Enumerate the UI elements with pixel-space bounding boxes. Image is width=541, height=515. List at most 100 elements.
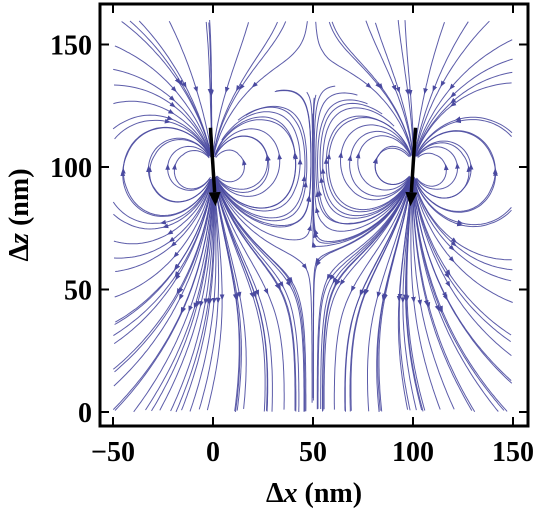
streamline-arrow xyxy=(456,221,464,227)
streamline-arrow xyxy=(181,81,187,89)
streamline-arrow xyxy=(249,291,254,299)
streamline xyxy=(333,177,412,410)
streamline-arrow xyxy=(177,79,184,87)
streamline-arrow xyxy=(363,289,369,296)
axis-ticks: −50 0 50 100 150 0 50 100 150 xyxy=(50,4,534,468)
streamline-arrow xyxy=(444,272,450,279)
x-tick-label: 0 xyxy=(206,437,220,468)
streamline xyxy=(214,91,314,241)
streamline-arrow xyxy=(329,274,335,281)
streamline-arrow xyxy=(167,109,175,115)
streamline-arrow xyxy=(162,223,169,229)
streamline-arrow xyxy=(450,101,457,107)
streamline-arrow xyxy=(195,300,201,308)
streamline xyxy=(320,178,412,409)
streamline-arrow xyxy=(391,84,397,92)
streamline xyxy=(376,178,413,413)
streamline xyxy=(138,20,212,155)
streamline xyxy=(344,178,412,411)
streamline xyxy=(149,138,211,203)
streamline xyxy=(312,97,412,244)
streamline-arrow xyxy=(193,302,199,309)
streamline xyxy=(322,179,412,412)
dipole-arrowhead xyxy=(405,191,418,207)
streamline xyxy=(413,178,513,303)
streamline xyxy=(415,142,470,199)
streamline-arrow xyxy=(315,257,321,265)
streamline xyxy=(214,177,297,412)
streamline-arrow xyxy=(166,115,174,121)
y-tick-label: 150 xyxy=(50,31,92,62)
streamline xyxy=(397,179,413,410)
streamline xyxy=(339,124,412,201)
streamline-arrow xyxy=(375,82,381,89)
streamline xyxy=(412,178,513,384)
streamline xyxy=(112,179,212,224)
x-tick-label: 150 xyxy=(492,437,534,468)
streamline xyxy=(213,21,278,156)
streamline-arrow xyxy=(236,85,242,92)
streamline-arrow xyxy=(454,116,462,122)
streamline-arrow xyxy=(376,291,382,298)
streamline xyxy=(181,177,215,411)
streamline xyxy=(322,107,410,217)
streamline-arrow xyxy=(438,305,443,312)
streamline-arrow xyxy=(405,89,410,96)
streamline xyxy=(404,20,414,157)
streamline-arrow xyxy=(326,273,332,281)
streamline-arrow xyxy=(174,263,181,271)
streamline-arrow xyxy=(199,300,204,308)
y-axis-title-suffix: (nm) xyxy=(4,168,35,233)
streamline-arrow xyxy=(181,306,187,314)
streamline xyxy=(414,21,469,155)
streamline-arrow xyxy=(311,241,317,248)
streamline-arrow xyxy=(454,118,462,124)
streamline-arrow xyxy=(450,91,457,98)
streamline-arrow xyxy=(306,195,312,203)
streamline-arrow xyxy=(332,277,338,284)
streamline-arrow xyxy=(417,299,423,306)
streamline-arrow xyxy=(372,157,378,164)
streamline xyxy=(357,135,412,191)
streamline xyxy=(402,179,417,411)
streamline-arrow xyxy=(234,293,239,300)
streamline-arrow xyxy=(286,277,292,284)
streamline xyxy=(215,89,312,228)
streamline-arrow xyxy=(159,219,167,225)
streamline-arrow xyxy=(450,237,458,243)
streamline-arrow xyxy=(449,83,456,90)
streamline xyxy=(214,179,305,412)
streamline-arrow xyxy=(242,159,247,166)
streamline xyxy=(214,178,285,410)
streamline xyxy=(413,178,512,282)
streamline xyxy=(122,127,212,217)
streamline-arrow xyxy=(434,304,440,312)
streamline xyxy=(319,102,412,219)
streamline-arrow xyxy=(360,289,365,296)
streamline-arrow xyxy=(169,101,176,108)
streamline-arrow xyxy=(167,229,174,235)
streamline-arrow xyxy=(233,294,238,301)
streamline xyxy=(112,179,214,370)
streamline xyxy=(316,178,411,410)
streamline-arrow xyxy=(441,291,447,299)
streamlines xyxy=(112,19,513,413)
streamline-arrow xyxy=(193,86,198,93)
y-axis-title: Δz (nm) xyxy=(4,168,35,261)
streamline-arrow xyxy=(203,298,209,305)
dipole-shaft xyxy=(409,127,418,193)
streamline-arrow xyxy=(173,251,180,258)
streamline-arrow xyxy=(266,154,271,162)
streamline xyxy=(315,92,411,225)
dipole-arrows xyxy=(208,127,418,207)
streamline-arrow xyxy=(313,231,318,239)
streamline xyxy=(173,149,210,190)
streamline xyxy=(215,106,306,219)
streamline-arrow xyxy=(170,86,177,93)
streamline-arrow xyxy=(174,271,180,278)
streamline xyxy=(397,20,414,156)
streamline-arrow xyxy=(301,263,308,270)
x-tick-label: 100 xyxy=(392,437,434,468)
streamline-arrow xyxy=(176,288,182,295)
